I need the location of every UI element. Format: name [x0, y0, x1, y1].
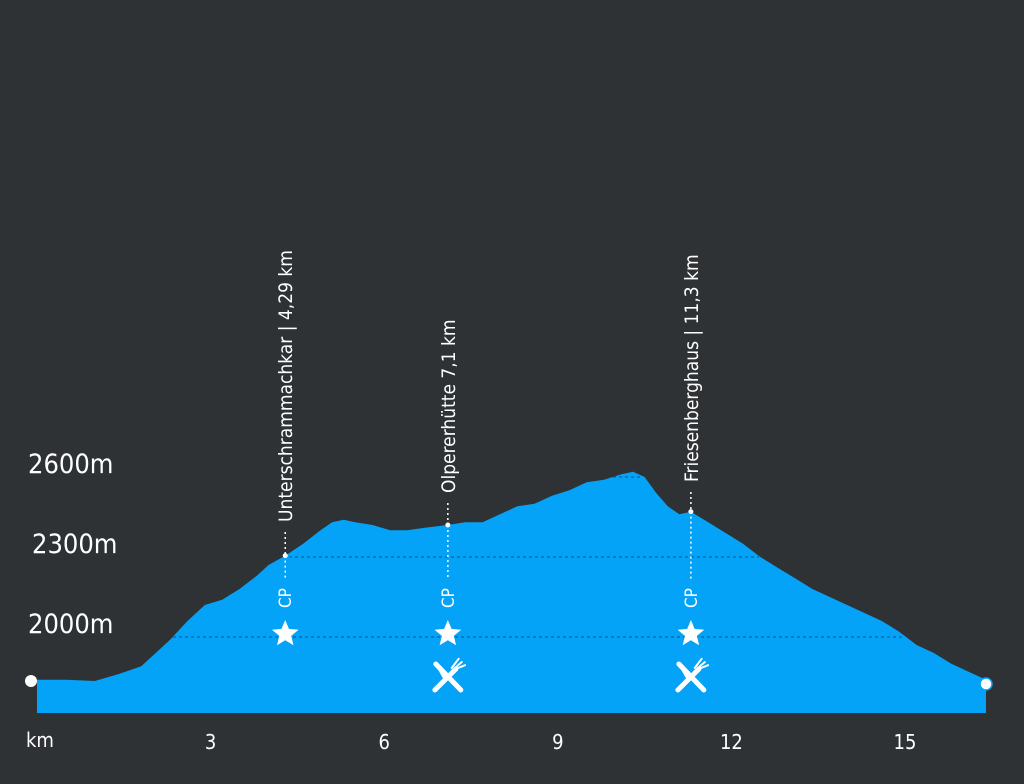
x-tick-label: 6 [378, 730, 389, 754]
x-tick-label: 9 [552, 730, 563, 754]
start-point [25, 675, 37, 687]
waypoint-label: Unterschrammachkar | 4,29 km [275, 250, 297, 522]
waypoint-marker[interactable]: Friesenberghaus | 11,3 km CP [675, 254, 710, 693]
end-point [979, 677, 993, 691]
restaurant-icon [675, 657, 710, 693]
x-tick-label: 12 [720, 730, 743, 754]
area-layer [37, 471, 986, 713]
restaurant-icon [432, 657, 467, 693]
waypoint-dot [445, 522, 451, 528]
star-icon [677, 620, 705, 646]
checkpoint-label: CP [439, 588, 459, 608]
waypoint-dot [688, 509, 694, 515]
star-icon [434, 620, 462, 646]
endpoint-layer [25, 675, 993, 691]
waypoint-dot [282, 553, 288, 559]
star-icon [271, 620, 299, 646]
y-axis-labels: 2000m 2300m 2600m [28, 449, 117, 640]
x-tick-label: 15 [894, 730, 917, 754]
y-tick-label: 2600m [28, 449, 113, 480]
checkpoint-label: CP [276, 588, 296, 608]
waypoint-label: Friesenberghaus | 11,3 km [681, 254, 703, 482]
waypoint-label: Olpererhütte 7,1 km [438, 319, 460, 493]
waypoint-marker[interactable]: Olpererhütte 7,1 km CP [432, 319, 467, 693]
waypoint-marker[interactable]: Unterschrammachkar | 4,29 km CP [271, 250, 299, 646]
elevation-area [37, 471, 986, 713]
y-tick-label: 2300m [32, 529, 117, 560]
x-axis-unit-label: km [26, 728, 54, 752]
checkpoint-label: CP [682, 588, 702, 608]
x-axis-labels: km 3 6 9 12 15 [26, 728, 916, 754]
waypoint-layer: Unterschrammachkar | 4,29 kmCPOlpererhüt… [271, 250, 710, 693]
x-tick-label: 3 [205, 730, 216, 754]
y-tick-label: 2000m [28, 609, 113, 640]
grid-layer [173, 476, 905, 638]
